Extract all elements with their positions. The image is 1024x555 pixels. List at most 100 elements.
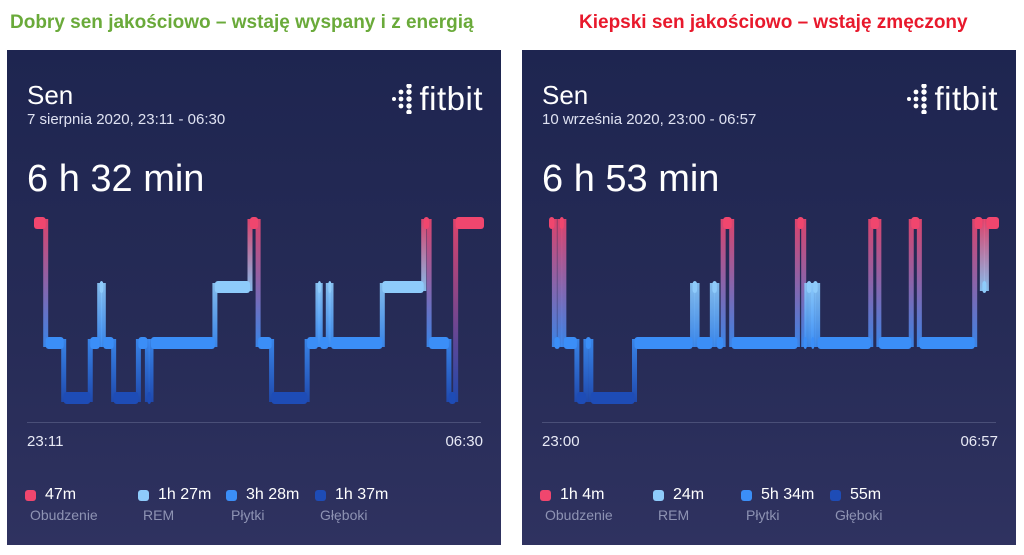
stage-light-bar xyxy=(103,337,114,349)
fitbit-dot xyxy=(406,96,413,102)
legend-value: 3h 28m xyxy=(246,486,300,503)
stage-light-bar xyxy=(331,337,383,349)
stage-transition xyxy=(714,283,720,347)
stage-awake-bar xyxy=(870,217,879,229)
panel-date: 10 września 2020, 23:00 - 06:57 xyxy=(542,111,757,128)
stage-light-bar xyxy=(307,337,318,349)
stage-transition xyxy=(979,219,985,291)
stage-light-bar xyxy=(919,337,975,349)
stage-transition xyxy=(247,219,253,291)
fitbit-dots-icon xyxy=(906,84,928,114)
stage-awake-bar xyxy=(723,217,732,229)
fitbit-dot xyxy=(406,84,413,89)
stage-transition xyxy=(61,339,67,402)
time-end: 06:57 xyxy=(960,433,998,450)
stage-transition xyxy=(694,283,700,347)
legend-value: 47m xyxy=(45,486,77,503)
stage-awake-bar xyxy=(911,217,920,229)
stage-transition xyxy=(868,219,874,347)
stage-deep-bar xyxy=(63,392,91,404)
fitbit-dot xyxy=(399,89,404,95)
stage-transition xyxy=(561,219,567,347)
legend-swatch-light xyxy=(226,489,237,501)
stage-transition xyxy=(574,339,580,402)
stage-transition xyxy=(212,283,218,347)
stage-transition xyxy=(453,219,459,402)
stage-light-bar xyxy=(563,337,577,349)
stage-transition xyxy=(255,219,261,347)
legend-value: 5h 34m xyxy=(761,486,815,503)
stage-rem-bar xyxy=(382,281,424,293)
stage-rem-bar xyxy=(806,281,812,293)
good-sleep-heading: Dobry sen jakościowo – wstaję wyspany i … xyxy=(10,12,474,33)
stage-light-bar xyxy=(151,337,215,349)
stage-rem-bar xyxy=(317,281,321,293)
legend-awake: 47m Obudzenie xyxy=(25,486,98,523)
stage-transition xyxy=(379,283,385,347)
stage-light-bar xyxy=(811,337,815,349)
legend-deep: 1h 37m Głęboki xyxy=(315,486,388,523)
stage-light-bar xyxy=(731,337,798,349)
fitbit-dot xyxy=(914,96,919,102)
legend-label: Płytki xyxy=(746,507,780,523)
stage-transition xyxy=(709,283,715,347)
fitbit-dot xyxy=(399,96,404,102)
stage-transition xyxy=(794,219,800,347)
stage-transition xyxy=(810,283,816,347)
stage-transition xyxy=(100,283,106,347)
stage-awake-bar xyxy=(986,217,999,229)
legend-swatch-rem xyxy=(653,489,664,501)
fitbit-dot xyxy=(921,103,928,109)
stage-light-bar xyxy=(429,337,449,349)
stage-transition xyxy=(87,339,93,402)
stage-light-bar xyxy=(138,337,148,349)
stage-transition xyxy=(97,283,103,347)
legend-label: Płytki xyxy=(231,507,265,523)
stage-transition xyxy=(135,339,141,402)
stage-awake-bar xyxy=(559,217,564,229)
legend-value: 1h 37m xyxy=(335,486,389,503)
stage-transition xyxy=(328,283,334,347)
stage-rem-bar xyxy=(692,281,698,293)
stage-light-bar xyxy=(258,337,272,349)
legend-value: 1h 27m xyxy=(158,486,212,503)
stage-transition xyxy=(148,339,154,402)
stage-deep-bar xyxy=(448,392,456,404)
stage-awake-bar xyxy=(250,217,259,229)
legend-rem: 24m REM xyxy=(653,486,704,523)
stage-deep-bar xyxy=(576,392,586,404)
stage-rem-bar xyxy=(712,281,717,293)
stage-rem-bar xyxy=(214,281,250,293)
stage-transition xyxy=(916,219,922,347)
fitbit-dot xyxy=(914,89,919,95)
stage-awake-bar xyxy=(34,217,46,229)
stage-light-bar xyxy=(803,337,807,349)
stage-light-bar xyxy=(697,337,713,349)
stage-transition xyxy=(446,339,452,402)
legend-awake: 1h 4m Obudzenie xyxy=(540,486,613,523)
stage-rem-bar xyxy=(813,281,818,293)
fitbit-dot xyxy=(907,97,912,101)
stage-transition xyxy=(325,283,331,347)
fitbit-logo: fitbit xyxy=(906,80,998,118)
stage-transition xyxy=(729,219,735,347)
stage-light-bar xyxy=(585,337,591,349)
time-axis-line xyxy=(27,422,481,423)
fitbit-dot xyxy=(914,103,919,109)
stage-deep-bar xyxy=(113,392,139,404)
fitbit-dot xyxy=(921,109,928,114)
sleep-stage-legend: 1h 4m Obudzenie 24m REM 5h 34m Płytki 55… xyxy=(540,486,1016,530)
legend-value: 55m xyxy=(850,486,882,503)
stage-light-bar xyxy=(90,337,100,349)
panel-title: Sen xyxy=(27,80,74,110)
stage-transition xyxy=(269,339,275,402)
legend-value: 1h 4m xyxy=(560,486,605,503)
stage-transition xyxy=(983,219,989,291)
fitbit-dot xyxy=(921,84,928,89)
legend-label: REM xyxy=(143,507,175,523)
sleep-stage-legend: 47m Obudzenie 1h 27m REM 3h 28m Płytki 1… xyxy=(25,486,501,530)
legend-swatch-deep xyxy=(830,489,841,501)
stage-awake-bar xyxy=(455,217,484,229)
stage-transition xyxy=(804,283,810,347)
stage-light-bar xyxy=(45,337,64,349)
